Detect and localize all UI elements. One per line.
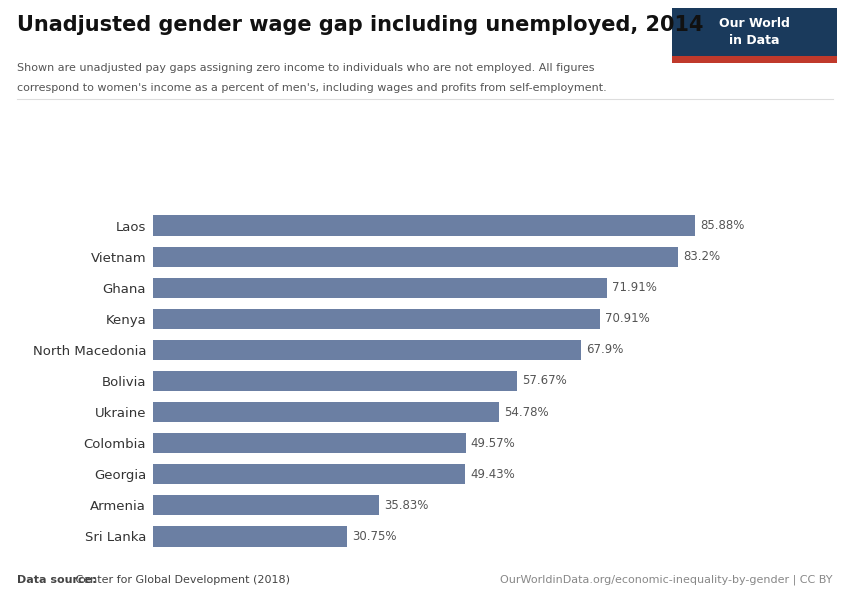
Bar <box>153 309 600 329</box>
Text: 71.91%: 71.91% <box>612 281 656 294</box>
Text: 57.67%: 57.67% <box>522 374 567 388</box>
Bar <box>153 464 465 484</box>
Bar <box>672 56 837 63</box>
Text: correspond to women's income as a percent of men's, including wages and profits : correspond to women's income as a percen… <box>17 83 607 93</box>
Text: 70.91%: 70.91% <box>605 313 650 325</box>
Text: 35.83%: 35.83% <box>384 499 428 512</box>
Bar <box>153 340 581 360</box>
Text: 30.75%: 30.75% <box>352 530 397 543</box>
Text: 54.78%: 54.78% <box>504 406 548 419</box>
Bar <box>153 526 347 547</box>
Bar <box>153 433 466 453</box>
Text: 49.43%: 49.43% <box>470 468 514 481</box>
Text: 83.2%: 83.2% <box>683 250 720 263</box>
Text: Shown are unadjusted pay gaps assigning zero income to individuals who are not e: Shown are unadjusted pay gaps assigning … <box>17 63 594 73</box>
Bar <box>153 215 694 236</box>
Text: OurWorldinData.org/economic-inequality-by-gender | CC BY: OurWorldinData.org/economic-inequality-b… <box>501 575 833 585</box>
Text: 85.88%: 85.88% <box>700 219 745 232</box>
Text: Unadjusted gender wage gap including unemployed, 2014: Unadjusted gender wage gap including une… <box>17 15 704 35</box>
Bar <box>153 371 517 391</box>
Text: 67.9%: 67.9% <box>586 343 624 356</box>
Text: Center for Global Development (2018): Center for Global Development (2018) <box>72 575 290 585</box>
Text: in Data: in Data <box>729 34 779 47</box>
Bar <box>153 247 678 267</box>
Text: Data source:: Data source: <box>17 575 97 585</box>
Bar <box>153 278 607 298</box>
Text: 49.57%: 49.57% <box>471 437 516 449</box>
Bar <box>153 495 379 515</box>
Text: Our World: Our World <box>719 17 790 30</box>
Bar <box>153 402 499 422</box>
